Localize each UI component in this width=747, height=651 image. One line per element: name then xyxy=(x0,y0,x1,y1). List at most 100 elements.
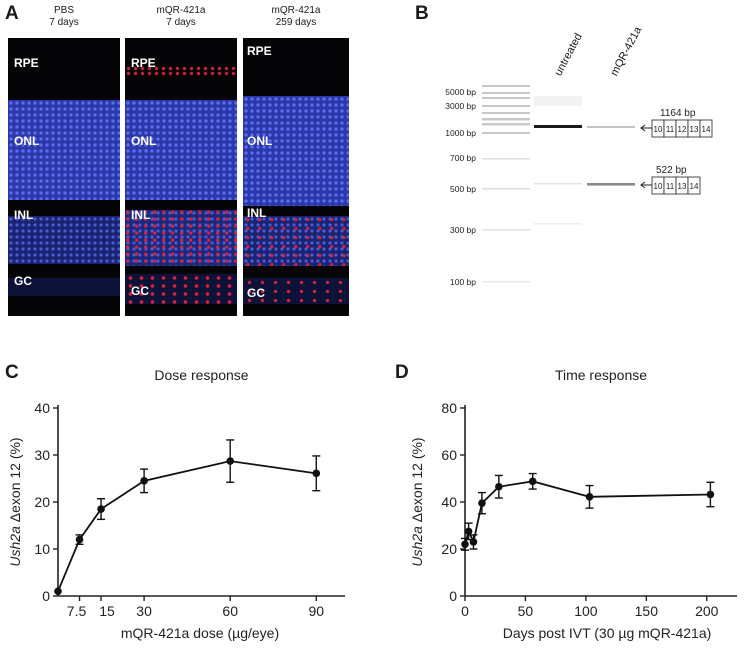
ladder-lane xyxy=(482,85,530,283)
y-tick-label: 40 xyxy=(441,494,457,510)
exon-number: 13 xyxy=(678,182,687,191)
gc-layer xyxy=(8,278,120,296)
x-tick-label: 150 xyxy=(635,603,659,619)
exon-number: 10 xyxy=(654,182,663,191)
data-point xyxy=(54,587,62,596)
image-2-caption: mQR-421a 7 days xyxy=(156,5,206,28)
lane-mqr-421a xyxy=(587,126,635,186)
label-inl: INL xyxy=(131,208,151,222)
y-tick-label: 0 xyxy=(449,588,457,604)
label-onl: ONL xyxy=(14,134,40,148)
band-arrows xyxy=(640,124,652,189)
y-tick-label: 10 xyxy=(34,541,50,557)
data-point xyxy=(469,538,478,546)
data-point xyxy=(312,469,321,478)
x-tick-label: 50 xyxy=(518,603,534,619)
ladder-label: 300 bp xyxy=(450,225,476,235)
y-axis-label-italic: Ush2a xyxy=(409,526,425,567)
data-point xyxy=(478,499,486,507)
chart-title: Dose response xyxy=(154,367,248,383)
inl-layer xyxy=(125,210,237,266)
panel-a-letter: A xyxy=(5,3,19,24)
label-gc: GC xyxy=(131,284,149,298)
label-onl: ONL xyxy=(131,134,157,148)
label-gc: GC xyxy=(14,274,32,288)
lane-untreated xyxy=(534,96,582,225)
data-point xyxy=(585,493,594,501)
x-tick-label: 7.5 xyxy=(67,603,87,619)
data-point xyxy=(97,505,105,513)
label-rpe: RPE xyxy=(14,56,39,70)
x-tick-label: 0 xyxy=(461,603,469,619)
y-axis-label: Ush2a Δexon 12 (%) xyxy=(7,437,23,566)
gc-layer xyxy=(243,278,349,304)
y-axis-label: Ush2a Δexon 12 (%) xyxy=(409,437,425,566)
data-point xyxy=(226,457,234,465)
x-tick-label: 200 xyxy=(695,603,719,619)
chart-time-response: Time response 0 20 40 60 80 0 50 100 150 200 Days p… xyxy=(409,367,737,641)
label-inl: INL xyxy=(14,208,34,222)
y-tick-label: 60 xyxy=(441,447,457,463)
data-point xyxy=(495,482,503,491)
data-point xyxy=(528,477,537,486)
gel-image: 5000 bp 3000 bp 1000 bp 700 bp 500 bp 30… xyxy=(445,85,713,287)
series-line xyxy=(464,480,711,545)
ladder-label: 100 bp xyxy=(450,277,476,287)
image-1-caption: PBS 7 days xyxy=(49,5,79,28)
micrograph-mqr-259-days: RPE ONL INL GC xyxy=(243,38,349,316)
x-tick-label: 60 xyxy=(222,603,238,619)
y-axis-label-rest: Δexon 12 (%) xyxy=(409,437,425,526)
y-axis-label-rest: Δexon 12 (%) xyxy=(7,437,23,526)
gc-layer xyxy=(125,274,237,304)
y-tick-label: 20 xyxy=(441,541,457,557)
x-axis-label: Days post IVT (30 µg mQR-421a) xyxy=(503,625,712,641)
ladder-label: 500 bp xyxy=(450,184,476,194)
panel-b-letter: B xyxy=(415,3,429,24)
exon-diagram-upper xyxy=(651,119,713,138)
data-point xyxy=(464,527,473,536)
panel-c-letter: C xyxy=(5,362,19,383)
label-rpe: RPE xyxy=(247,44,272,58)
y-tick-label: 0 xyxy=(42,588,50,604)
x-axis-label: mQR-421a dose (µg/eye) xyxy=(121,625,279,641)
micrograph-mqr-7-days: RPE ONL INL GC xyxy=(125,38,237,316)
label-rpe: RPE xyxy=(131,56,156,70)
image-3-caption: mQR-421a 259 days xyxy=(271,5,321,28)
ladder-label: 1000 bp xyxy=(445,128,476,138)
ladder-label: 5000 bp xyxy=(445,87,476,97)
x-tick-label: 100 xyxy=(574,603,598,619)
y-tick-label: 30 xyxy=(34,447,50,463)
exon-number: 14 xyxy=(702,125,711,134)
micrograph-pbs-7-days: RPE ONL INL GC xyxy=(8,38,120,316)
onl-layer xyxy=(125,100,237,200)
label-inl: INL xyxy=(247,206,267,220)
data-point xyxy=(75,535,84,544)
data-point xyxy=(140,477,148,485)
exon-number: 12 xyxy=(678,125,687,134)
rpe-signal xyxy=(125,66,237,76)
exon-number: 11 xyxy=(666,182,675,191)
y-tick-label: 20 xyxy=(34,494,50,510)
y-tick-label: 80 xyxy=(441,400,457,416)
ladder-label: 700 bp xyxy=(450,153,476,163)
exon-number: 11 xyxy=(666,125,675,134)
exon-number: 10 xyxy=(654,125,663,134)
label-gc: GC xyxy=(247,286,265,300)
x-tick-label: 90 xyxy=(309,603,325,619)
onl-layer xyxy=(243,96,349,206)
ladder-label: 3000 bp xyxy=(445,101,476,111)
exon-number: 13 xyxy=(690,125,699,134)
inl-layer xyxy=(243,216,349,266)
chart-dose-response: Dose response 0 10 20 30 40 7.5 15 30 60 90 mQR-421… xyxy=(7,367,345,641)
inl-layer xyxy=(8,216,120,264)
label-onl: ONL xyxy=(247,134,273,148)
chart-title: Time response xyxy=(555,367,647,383)
panel-d-letter: D xyxy=(395,362,409,383)
y-tick-label: 40 xyxy=(34,400,50,416)
exon-number: 14 xyxy=(690,182,699,191)
x-tick-label: 30 xyxy=(136,603,152,619)
onl-layer xyxy=(8,100,120,200)
data-point xyxy=(461,540,469,549)
data-point xyxy=(706,490,715,499)
band-size-lower: 522 bp xyxy=(656,165,687,176)
